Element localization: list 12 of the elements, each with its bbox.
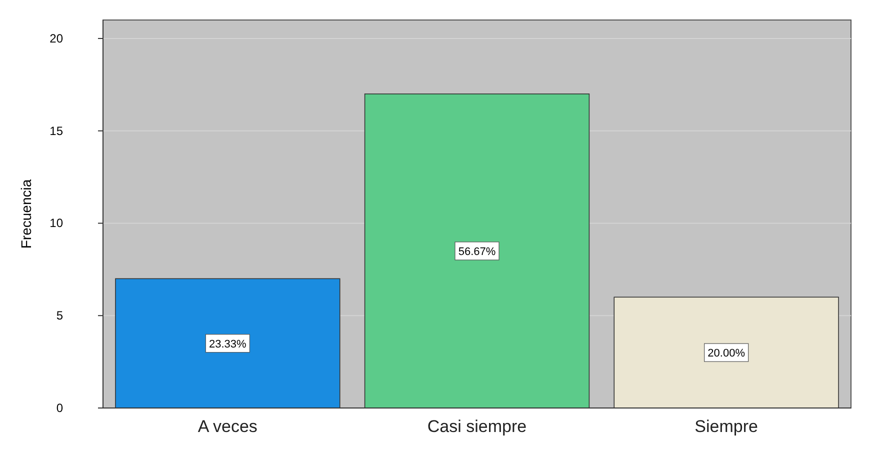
x-tick-label: Casi siempre [427,417,527,436]
y-tick-label: 0 [56,401,64,415]
annotation: 56.67% [458,246,496,258]
annotation: 23.33% [209,338,247,350]
y-tick-label: 5 [56,308,64,323]
annotation: 20.00% [708,348,746,360]
y-tick-label: 10 [50,216,64,230]
x-tick-label: A veces [198,417,258,436]
y-tick-label: 20 [50,31,64,46]
x-tick-label: Siempre [694,417,758,436]
y-axis-title: Frecuencia [18,179,34,249]
y-tick-label: 15 [50,124,64,138]
